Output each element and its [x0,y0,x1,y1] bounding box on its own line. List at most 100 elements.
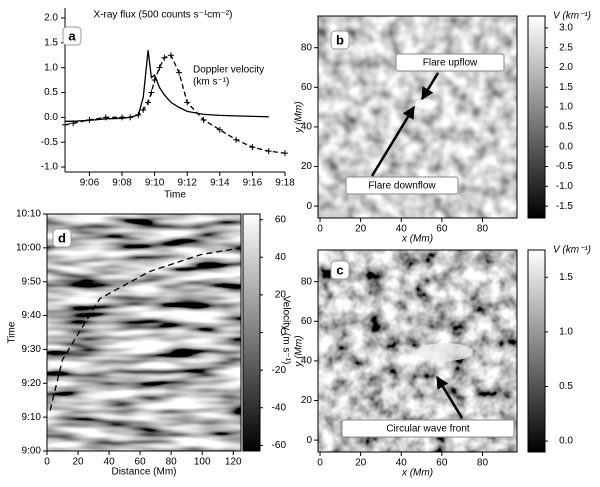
colorbar-tick-label: 1.0 [559,327,573,338]
colorbar-tick-label: 0.5 [559,122,573,133]
x-axis-label: x (Mm) [401,468,433,479]
y-tick-label: 40 [301,122,313,133]
plot-frame [46,213,242,452]
panel-label: c [336,262,343,277]
x-axis-label: Distance (Mm) [111,467,176,478]
x-tick-label: 0 [317,224,323,235]
bright-patch [415,99,435,109]
point-marker [151,77,158,84]
series-line [64,54,286,154]
y-axis-label: y (Mm) [294,101,305,133]
y-tick-label: 9:20 [22,378,42,389]
colorbar-tick-label: 2.5 [559,42,573,53]
point-marker [127,114,134,121]
y-tick-label: -0.5 [41,137,59,148]
y-tick-label: 10:10 [16,209,41,220]
annotation: Flare downflow [368,181,436,192]
panel-label: a [68,28,76,43]
point-marker [119,114,126,121]
x-tick-label: 40 [396,224,408,235]
y-tick-label: -1.0 [41,162,59,173]
y-tick-label: 1.5 [44,37,58,48]
point-marker [62,121,68,128]
y-tick-label: 80 [301,276,313,287]
colorbar-tick-label: 0.5 [559,381,573,392]
point-marker [282,150,288,157]
x-tick-label: 20 [72,457,84,468]
colorbar-label: Velocity (m s⁻¹) [280,296,291,365]
colorbar-tick-label: -60 [272,440,287,451]
x-tick-label: 9:16 [243,178,263,189]
series-unit: (km s⁻¹) [193,77,229,88]
y-tick-label: 9:10 [22,412,42,423]
plot-frame [317,15,518,219]
colorbar-tick-label: 60 [275,214,287,225]
x-axis-label: x (Mm) [401,234,433,245]
x-tick-label: 0 [317,458,323,469]
series-label: X-ray flux (500 counts s⁻¹cm⁻²) [94,10,233,21]
point-marker [176,69,183,76]
colorbar-tick-label: 2.0 [559,62,573,73]
y-tick-label: 0.0 [44,112,58,123]
x-tick-label: 9:06 [80,178,100,189]
panel-label-box [330,30,350,50]
y-axis-label: Time [7,321,18,343]
annotation: Flare upflow [423,58,478,69]
panel-label: b [336,32,344,47]
point-marker [140,106,147,113]
image [47,214,241,451]
colorbar-tick-label: 3.0 [559,23,573,34]
point-marker [145,99,152,106]
y-axis-label: y (Mm) [294,335,305,367]
x-tick-label: 80 [477,224,489,235]
x-tick-label: 60 [135,457,147,468]
point-marker [156,64,163,71]
y-tick-label: 40 [301,356,313,367]
x-tick-label: 80 [477,458,489,469]
x-axis-label: Time [164,190,186,201]
x-tick-label: 9:18 [275,178,295,189]
point-marker [167,52,174,59]
point-marker [216,126,223,133]
colorbar-tick-label: -1.0 [556,181,574,192]
annotation: Circular wave front [386,424,470,435]
point-marker [233,136,240,143]
x-tick-label: 20 [355,224,367,235]
colorbar-tick-label: 0.0 [559,436,573,447]
colorbar [242,213,261,452]
colorbar-tick-label: -20 [272,365,287,376]
annotation-box [345,176,459,195]
colorbar-label: V (km⁻¹) [553,11,591,22]
bright-patch [417,343,473,361]
y-tick-label: 20 [301,161,313,172]
colorbar-label: V (km⁻¹) [553,245,591,256]
point-marker [265,148,272,155]
colorbar-tick-label: 20 [275,290,287,301]
colorbar-tick-label: -0.5 [556,161,574,172]
panel-label-box [62,26,82,46]
series-line [65,50,269,122]
panel-label-box [52,228,72,248]
y-tick-label: 0 [306,201,312,212]
y-tick-label: 20 [301,395,313,406]
x-tick-label: 9:10 [145,178,165,189]
y-tick-label: 0.5 [44,87,58,98]
panel-label: d [58,230,66,245]
point-marker [135,111,142,118]
annotation-box [395,53,505,72]
colorbar-tick-label: 1.5 [559,82,573,93]
y-tick-label: 60 [301,316,313,327]
point-marker [184,99,191,106]
x-tick-label: 100 [194,457,211,468]
x-tick-label: 9:12 [177,178,197,189]
colorbar-tick-label: 40 [275,252,287,263]
y-tick-label: 2.0 [44,13,58,24]
plot-frame [317,249,518,453]
colorbar-tick-label: 1.0 [559,102,573,113]
x-tick-label: 40 [396,458,408,469]
x-tick-label: 0 [44,457,50,468]
y-tick-label: 10:00 [16,242,41,253]
y-tick-label: 80 [301,42,313,53]
y-tick-label: 9:40 [22,310,42,321]
